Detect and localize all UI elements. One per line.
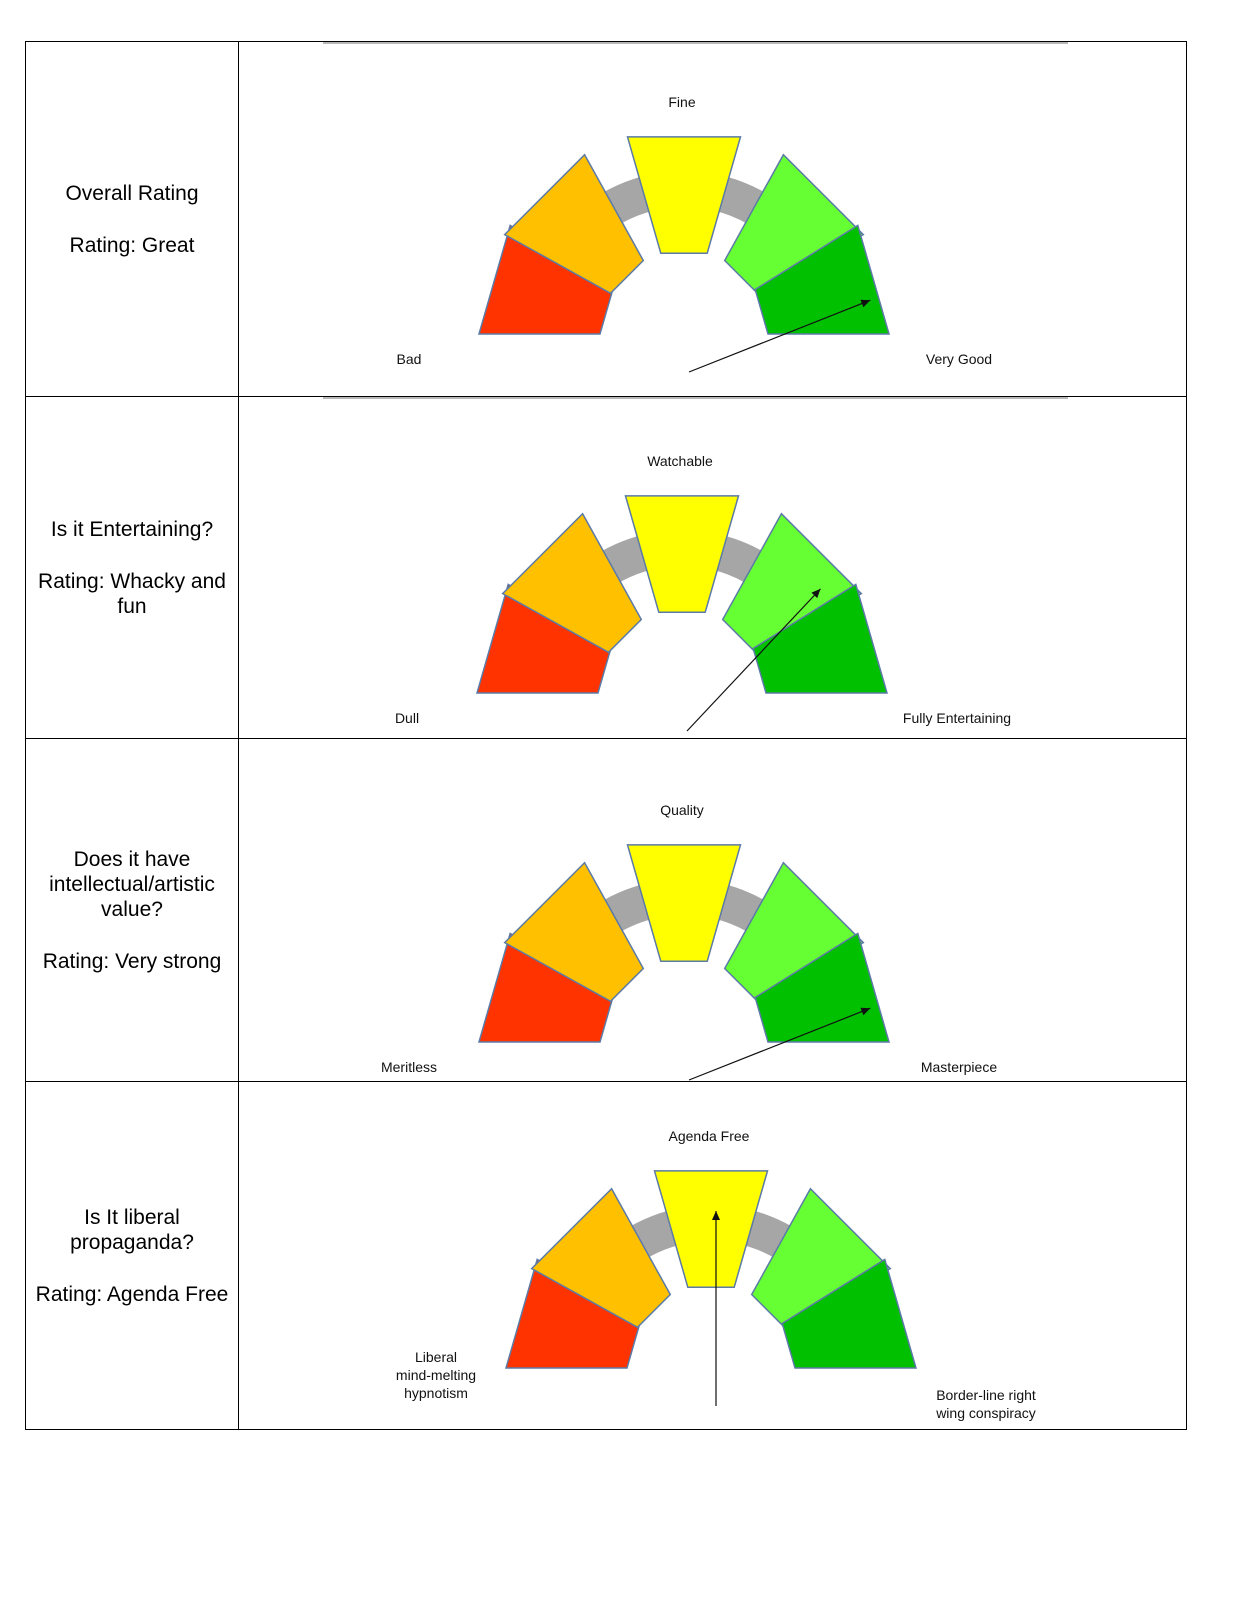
gauge-needle-head — [712, 1211, 720, 1220]
gauge-chart-propaganda: Agenda Free Liberal mind-melting hypnotism B… — [396, 1128, 1036, 1421]
rating-value: Rating: Whacky and fun — [38, 569, 226, 618]
gauge-needle — [688, 299, 871, 373]
question-cell: Is It liberal propaganda? Rating: Agenda… — [25, 1081, 239, 1430]
gauge-cell: Fine Bad Very Good — [238, 41, 1187, 397]
segment-yellow — [653, 1170, 769, 1289]
gauge-label-left: hypnotism — [404, 1385, 468, 1401]
segment-yellow — [626, 844, 742, 963]
gauge-needle-head — [860, 1007, 871, 1016]
segment-green — [754, 932, 890, 1043]
gauge-label-top: Agenda Free — [669, 1128, 750, 1144]
rating-row-artistic: Does it have intellectual/artistic value… — [25, 738, 1187, 1082]
gauge-label-right: Border-line right — [936, 1387, 1036, 1403]
gauge-label-left: Meritless — [381, 1059, 437, 1075]
question-title: Overall Rating — [65, 181, 199, 205]
segment-orange — [530, 1187, 672, 1329]
segment-green — [781, 1258, 917, 1369]
gauge-label-top: Quality — [660, 802, 704, 818]
gauge-cell: Quality Meritless Masterpiece — [238, 738, 1187, 1082]
gauge-label-right: wing conspiracy — [935, 1405, 1036, 1421]
gauge-chart-overall: Fine Bad Very Good — [323, 42, 1068, 373]
rating-value: Rating: Great — [69, 233, 195, 257]
gauge-needle-head — [811, 588, 821, 599]
gauge-needle — [688, 1007, 871, 1081]
question-title: Is it Entertaining? — [50, 517, 214, 541]
gauge-cell: Agenda Free Liberal mind-melting hypnotism B… — [238, 1081, 1187, 1430]
gauge-label-right: Masterpiece — [921, 1059, 997, 1075]
rating-value: Rating: Agenda Free — [35, 1282, 229, 1306]
gauge-needle-head — [860, 299, 871, 308]
rating-row-entertaining: Is it Entertaining? Rating: Whacky and f… — [25, 396, 1187, 739]
segment-orange — [503, 153, 645, 295]
rating-value: Rating: Very strong — [42, 949, 222, 973]
gauge-label-top: Watchable — [647, 453, 713, 469]
segment-yellow — [626, 136, 742, 255]
gauge-chart-entertaining: Watchable Dull Fully Entertaining — [323, 397, 1068, 732]
gauge-label-left: mind-melting — [396, 1367, 476, 1383]
segment-orange — [503, 861, 645, 1003]
segment-orange — [501, 512, 643, 654]
question-title: Does it have intellectual/artistic value… — [49, 847, 215, 921]
gauge-needle — [686, 588, 821, 732]
segment-green — [752, 583, 888, 694]
gauge-chart-artistic: Quality Meritless Masterpiece — [381, 802, 997, 1081]
gauge-label-right: Fully Entertaining — [903, 710, 1011, 726]
gauge-label-top: Fine — [668, 94, 695, 110]
gauge-label-left: Dull — [395, 710, 419, 726]
gauge-label-left: Bad — [397, 351, 422, 367]
gauge-label-left: Liberal — [415, 1349, 457, 1365]
question-title: Is It liberal propaganda? — [70, 1205, 194, 1254]
segment-yellow — [624, 495, 740, 614]
rating-row-overall: Overall Rating Rating: Great Fine Bad Very… — [25, 41, 1187, 397]
question-cell: Overall Rating Rating: Great — [25, 41, 239, 397]
question-cell: Is it Entertaining? Rating: Whacky and f… — [25, 396, 239, 739]
gauge-cell: Watchable Dull Fully Entertaining — [238, 396, 1187, 739]
rating-table: Overall Rating Rating: Great Fine Bad Very… — [25, 41, 1187, 1430]
question-cell: Does it have intellectual/artistic value… — [25, 738, 239, 1082]
gauge-label-right: Very Good — [926, 351, 992, 367]
rating-row-propaganda: Is It liberal propaganda? Rating: Agenda… — [25, 1081, 1187, 1430]
segment-green — [754, 224, 890, 335]
